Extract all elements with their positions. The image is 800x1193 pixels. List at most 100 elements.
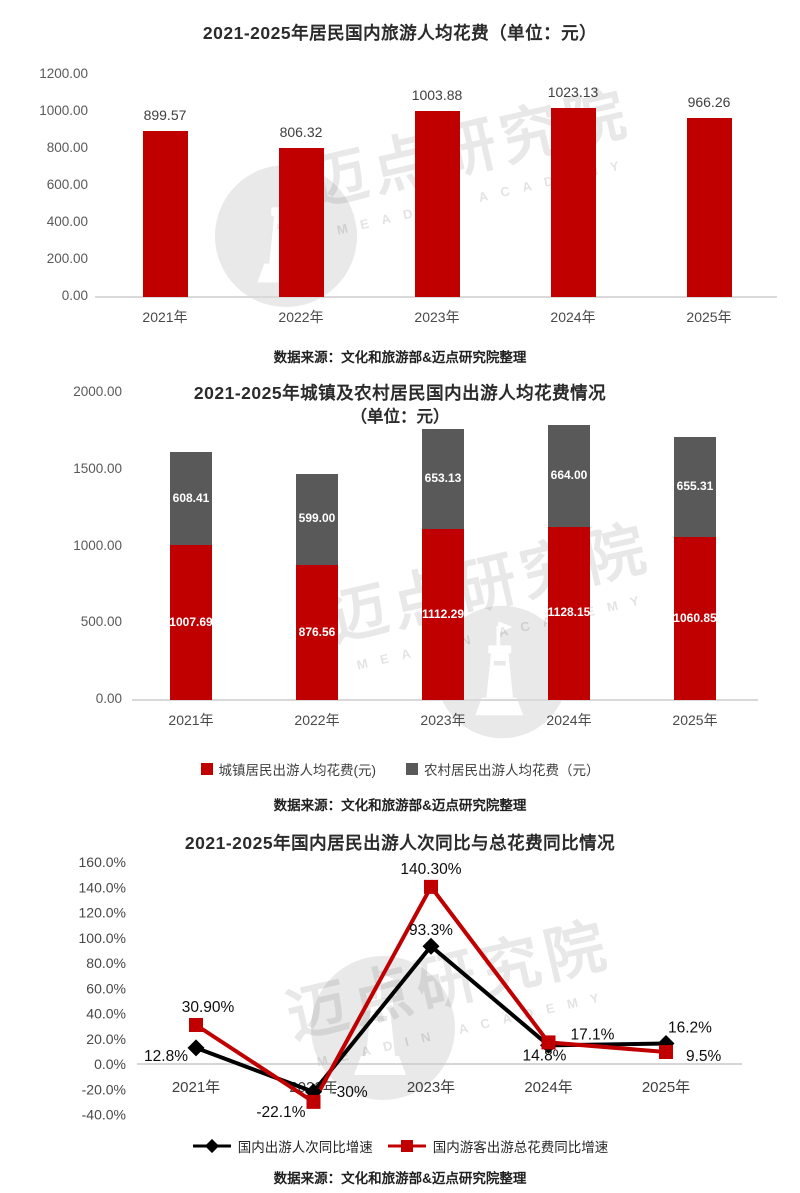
bar bbox=[414, 111, 460, 297]
chart3-plot-area: 160.0% 140.0% 120.0% 100.0% 80.0% 60.0% 40.0% 2… bbox=[79, 854, 742, 1123]
y-tick-label: 160.0% bbox=[79, 854, 126, 870]
x-category-label: 2025年 bbox=[672, 712, 718, 728]
data-point-marker bbox=[424, 879, 438, 894]
data-point-label: -22.1% bbox=[256, 1104, 305, 1121]
segment-value-label: 608.41 bbox=[172, 490, 210, 505]
chart-section-urban-rural-spend: 迈点研究院 MEADIN ACADEMY 2021-2025年城镇及农村居民国内… bbox=[0, 375, 800, 820]
segment-value-label: 653.13 bbox=[424, 471, 462, 486]
y-tick-label: 2000.00 bbox=[73, 384, 122, 399]
bar-value-label: 1023.13 bbox=[547, 83, 599, 100]
x-category-label: 2024年 bbox=[546, 712, 592, 728]
chart2-source-note: 数据来源：文化和旅游部&迈点研究院整理 bbox=[273, 798, 527, 813]
y-tick-label: 0.0% bbox=[94, 1056, 126, 1072]
data-point-label: 9.5% bbox=[686, 1048, 722, 1065]
x-axis-line bbox=[132, 699, 758, 701]
stacked-bar-segment bbox=[548, 424, 590, 527]
legend-swatch-rural bbox=[406, 763, 418, 775]
data-point-label: 14.8% bbox=[523, 1047, 567, 1064]
data-point-marker bbox=[659, 1045, 673, 1060]
bar-value-label: 1003.88 bbox=[411, 87, 463, 104]
y-tick-label: 600.00 bbox=[46, 177, 88, 192]
data-point-label: 17.1% bbox=[571, 1026, 615, 1043]
data-point-label: -30% bbox=[332, 1084, 368, 1101]
y-tick-label: -20.0% bbox=[82, 1081, 126, 1097]
segment-value-label: 1060.85 bbox=[673, 610, 717, 625]
y-tick-label: 1000.00 bbox=[73, 537, 122, 553]
data-point-label: 16.2% bbox=[668, 1020, 712, 1037]
bar-value-label: 966.26 bbox=[687, 94, 731, 111]
x-category-label: 2025年 bbox=[686, 309, 732, 325]
chart3-title: 2021-2025年国内居民出游人次同比与总花费同比情况 bbox=[184, 833, 616, 853]
bar bbox=[142, 130, 188, 297]
data-point-marker bbox=[187, 1039, 205, 1057]
stacked-bar-segment bbox=[548, 526, 590, 700]
data-point-label: 12.8% bbox=[144, 1048, 188, 1065]
data-point-label: 30.90% bbox=[182, 999, 235, 1016]
x-category-label: 2022年 bbox=[278, 309, 324, 325]
bar bbox=[278, 147, 324, 297]
x-category-label: 2022年 bbox=[294, 712, 340, 728]
chart-section-growth-rates: 迈点研究院 MEADIN ACADEMY 2021-2025年国内居民出游人次同… bbox=[0, 820, 800, 1193]
data-point-label: 93.3% bbox=[409, 922, 453, 939]
segment-value-label: 1112.29 bbox=[421, 606, 465, 621]
y-tick-label: 120.0% bbox=[79, 905, 126, 921]
x-category-label: 2023年 bbox=[407, 1079, 455, 1096]
data-point-marker bbox=[189, 1017, 203, 1032]
legend-label-spend-growth: 国内游客出游总花费同比增速 bbox=[432, 1140, 609, 1155]
segment-value-label: 664.00 bbox=[550, 467, 588, 482]
legend-item-spend-growth: 国内游客出游总花费同比增速 bbox=[387, 1136, 609, 1156]
data-point-marker bbox=[541, 1035, 556, 1050]
stacked-bar-segment bbox=[170, 545, 212, 700]
series-line bbox=[194, 883, 667, 1105]
chart2-legend: 城镇居民出游人均花费(元) 农村居民出游人均花费（元） bbox=[0, 759, 800, 779]
chart1-title: 2021-2025年居民国内旅游人均花费（单位：元） bbox=[202, 23, 598, 43]
y-tick-label: 140.0% bbox=[79, 879, 126, 895]
segment-value-label: 1007.69 bbox=[169, 614, 213, 629]
watermark-en-text: MEADIN ACADEMY bbox=[355, 590, 654, 673]
y-tick-label: 80.0% bbox=[86, 955, 126, 971]
segment-value-label: 599.00 bbox=[298, 511, 336, 526]
chart3-source-note: 数据来源：文化和旅游部&迈点研究院整理 bbox=[273, 1171, 527, 1186]
bar bbox=[550, 107, 596, 297]
watermark-en-text: MEADIN ACADEMY bbox=[335, 155, 634, 238]
x-category-label: 2021年 bbox=[168, 712, 214, 728]
stacked-bar-segment bbox=[674, 537, 716, 700]
legend-swatch-urban bbox=[200, 763, 213, 775]
y-tick-label: 0.00 bbox=[95, 691, 122, 706]
y-tick-label: 100.0% bbox=[79, 930, 126, 946]
x-axis-line bbox=[95, 296, 777, 298]
y-tick-label: 400.00 bbox=[46, 214, 88, 229]
segment-value-label: 1128.15 bbox=[547, 605, 591, 620]
y-tick-label: 20.0% bbox=[86, 1031, 126, 1047]
x-category-label: 2021年 bbox=[172, 1079, 220, 1096]
legend-label-urban: 城镇居民出游人均花费(元) bbox=[218, 763, 377, 778]
stacked-bar-segment bbox=[422, 429, 464, 530]
chart2-title: 2021-2025年城镇及农村居民国内出游人均花费情况 bbox=[193, 383, 607, 403]
chart2-subtitle: （单位：元） bbox=[350, 408, 450, 426]
x-category-label: 2025年 bbox=[642, 1079, 690, 1096]
legend-item-rural: 农村居民出游人均花费（元） bbox=[406, 759, 600, 779]
stacked-bar-segment bbox=[170, 451, 212, 546]
y-tick-label: -40.0% bbox=[82, 1107, 126, 1123]
y-tick-label: 0.00 bbox=[61, 288, 88, 303]
chart3-legend: 国内出游人次同比增速 国内游客出游总花费同比增速 bbox=[0, 1136, 800, 1156]
y-tick-label: 1000.00 bbox=[39, 103, 88, 118]
line-square-marker-icon bbox=[387, 1140, 426, 1152]
data-point-marker bbox=[306, 1094, 321, 1109]
legend-item-trips-growth: 国内出游人次同比增速 bbox=[192, 1136, 373, 1156]
y-tick-label: 1500.00 bbox=[73, 460, 122, 476]
chart1-source-note: 数据来源：文化和旅游部&迈点研究院整理 bbox=[273, 350, 527, 365]
watermark-cn-text: 迈点研究院 bbox=[320, 513, 658, 654]
segment-value-label: 655.31 bbox=[676, 478, 714, 493]
x-category-label: 2024年 bbox=[524, 1079, 572, 1096]
bar bbox=[686, 118, 732, 297]
y-tick-label: 60.0% bbox=[86, 980, 126, 996]
segment-value-label: 876.56 bbox=[298, 624, 336, 639]
x-category-label: 2023年 bbox=[414, 309, 460, 325]
x-category-label: 2021年 bbox=[142, 309, 188, 325]
chart-section-avg-travel-spend: 迈点研究院 MEADIN ACADEMY 2021-2025年居民国内旅游人均花… bbox=[0, 0, 800, 375]
y-tick-label: 40.0% bbox=[86, 1006, 126, 1022]
y-tick-label: 1200.00 bbox=[39, 66, 88, 81]
y-tick-label: 200.00 bbox=[46, 251, 88, 266]
y-tick-label: 800.00 bbox=[46, 140, 88, 155]
